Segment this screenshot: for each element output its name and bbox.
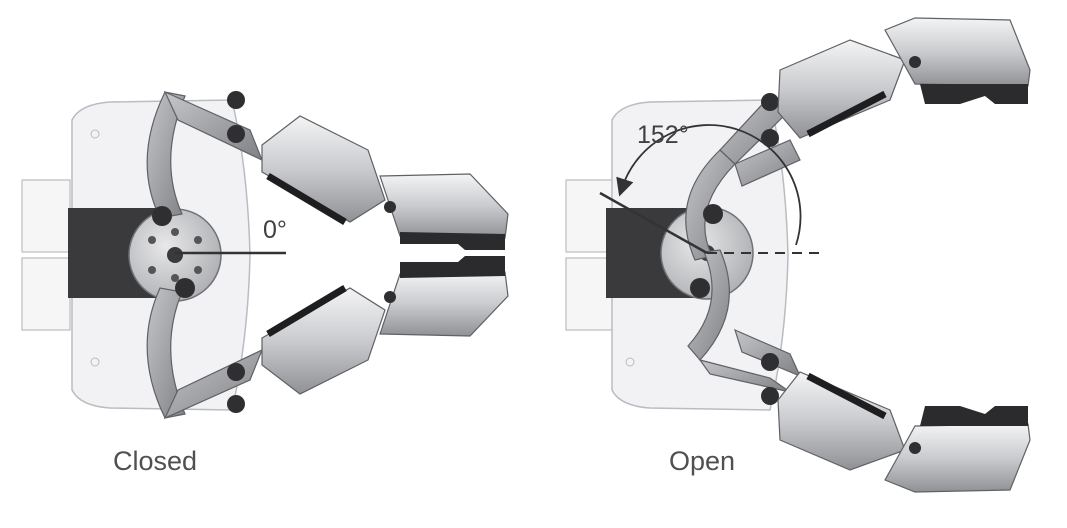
- closed-caption: Closed: [113, 446, 198, 476]
- open-finger-top: [777, 39, 906, 139]
- open-gripper: [565, 17, 1031, 493]
- closed-connector-top: [21, 179, 71, 253]
- closed-finger-bottom: [261, 287, 386, 395]
- open-angle-label: 152°: [637, 121, 689, 149]
- open-caption: Open: [669, 446, 736, 476]
- closed-angle-label: 0°: [263, 216, 287, 244]
- closed-connector-bottom: [21, 257, 71, 331]
- open-angle-line: [599, 191, 708, 255]
- open-cam-link-bottom: [687, 249, 730, 361]
- closed-cam-link-top: [146, 91, 186, 219]
- open-finger-bottom: [777, 371, 906, 471]
- closed-finger-top: [261, 115, 386, 223]
- closed-gripper: [21, 90, 509, 420]
- open-angle-arc: [616, 124, 802, 246]
